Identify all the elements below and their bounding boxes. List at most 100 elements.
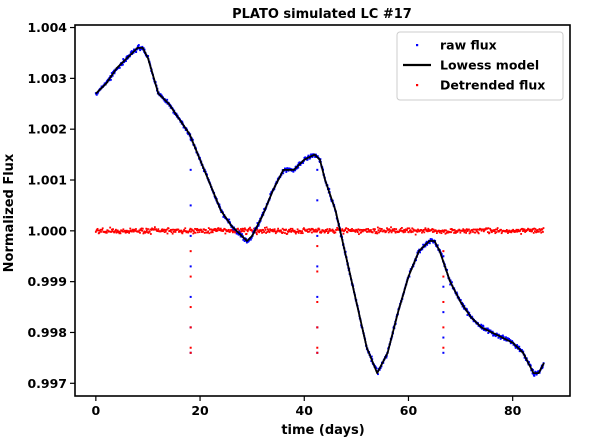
raw-flux-point	[172, 111, 175, 114]
detrended-flux-point	[119, 230, 121, 233]
detrended-flux-point	[282, 231, 285, 234]
raw-flux-point	[426, 243, 429, 246]
detrended-flux-point	[299, 230, 302, 233]
raw-flux-dip-point	[189, 295, 192, 298]
raw-flux-point	[289, 167, 292, 170]
detrended-flux-point	[370, 229, 372, 231]
detrended-flux-point	[423, 231, 426, 234]
detrended-flux-point	[362, 230, 364, 233]
detrended-flux-point	[507, 232, 509, 234]
detrended-flux-point	[371, 231, 374, 234]
detrended-flux-point	[215, 230, 218, 233]
raw-flux-point	[245, 241, 248, 244]
detrended-flux-point	[420, 229, 423, 231]
detrended-flux-point	[160, 230, 163, 233]
detrended-flux-point	[490, 229, 493, 232]
detrended-flux-point	[276, 230, 278, 233]
detrended-flux-point	[522, 228, 525, 231]
detrended-flux-point	[132, 229, 134, 231]
detrended-flux-point	[138, 229, 141, 232]
raw-flux-point	[532, 369, 534, 371]
detrended-flux-point	[260, 230, 263, 233]
detrended-flux-point	[500, 228, 502, 231]
detrended-flux-point	[534, 228, 537, 230]
raw-flux-point	[502, 336, 505, 339]
detrended-flux-dip-point	[442, 300, 445, 303]
detrended-flux-point	[516, 230, 519, 233]
raw-flux-point	[125, 60, 127, 62]
detrended-flux-point	[122, 228, 125, 231]
detrended-flux-point	[416, 230, 419, 233]
detrended-flux-point	[289, 228, 292, 231]
detrended-flux-point	[297, 232, 300, 234]
raw-flux-point	[541, 367, 544, 370]
detrended-flux-point	[536, 229, 539, 231]
raw-flux-dip-point	[442, 255, 445, 258]
detrended-flux-point	[536, 230, 539, 233]
detrended-flux-point	[105, 231, 108, 234]
detrended-flux-point	[472, 231, 474, 233]
detrended-flux-dip-point	[316, 245, 319, 248]
raw-flux-point	[238, 230, 241, 233]
raw-flux-dip-point	[189, 168, 192, 171]
detrended-flux-point	[402, 231, 405, 234]
raw-flux-point	[139, 49, 142, 52]
detrended-flux-point	[195, 228, 198, 230]
detrended-flux-point	[129, 227, 132, 230]
detrended-flux-point	[145, 227, 148, 230]
detrended-flux-point	[539, 229, 542, 232]
raw-flux-point	[302, 162, 305, 164]
detrended-flux-point	[342, 232, 345, 235]
detrended-flux-point	[374, 232, 377, 235]
detrended-flux-point	[153, 228, 156, 230]
detrended-flux-point	[240, 230, 243, 233]
detrended-flux-point	[128, 231, 130, 234]
detrended-flux-point	[216, 229, 219, 232]
raw-flux-dip-point	[316, 199, 319, 202]
plot-area	[94, 44, 545, 377]
detrended-flux-point	[309, 229, 312, 231]
detrended-flux-point	[351, 227, 353, 230]
detrended-flux-point	[101, 227, 104, 230]
detrended-flux-point	[380, 228, 383, 230]
detrended-flux-point	[114, 229, 117, 232]
raw-flux-point	[534, 370, 537, 373]
detrended-flux-point	[526, 229, 529, 231]
detrended-flux-point	[163, 231, 166, 234]
detrended-flux-point	[368, 230, 371, 233]
raw-flux-point	[292, 170, 295, 173]
detrended-flux-point	[427, 228, 430, 231]
detrended-flux-point	[320, 231, 323, 233]
raw-flux-point	[450, 281, 453, 284]
raw-flux-point	[247, 240, 250, 243]
detrended-flux-point	[143, 230, 146, 233]
detrended-flux-point	[146, 231, 149, 234]
detrended-flux-point	[392, 229, 395, 232]
detrended-flux-point	[394, 231, 397, 234]
detrended-flux-point	[537, 230, 540, 233]
detrended-flux-point	[203, 231, 206, 234]
detrended-flux-point	[311, 231, 313, 234]
raw-flux-point	[520, 349, 523, 351]
detrended-flux-point	[520, 233, 523, 235]
detrended-flux-point	[519, 230, 521, 232]
raw-flux-point	[121, 63, 124, 66]
detrended-flux-point	[511, 230, 514, 232]
detrended-flux-point	[189, 227, 192, 230]
detrended-flux-point	[211, 231, 214, 234]
detrended-flux-point	[153, 226, 156, 229]
plot-frame	[74, 24, 571, 397]
raw-flux-dip-point	[189, 234, 192, 237]
raw-flux-point	[482, 325, 485, 328]
detrended-flux-point	[227, 228, 230, 231]
detrended-flux-point	[307, 230, 310, 233]
detrended-flux-point	[409, 229, 412, 232]
detrended-flux-point	[174, 231, 177, 233]
detrended-flux-point	[231, 229, 234, 232]
detrended-flux-point	[386, 227, 388, 230]
detrended-flux-dip-point	[189, 326, 192, 329]
detrended-flux-point	[346, 231, 349, 234]
detrended-flux-point	[127, 230, 130, 233]
chart-title: PLATO simulated LC #17	[232, 7, 412, 22]
detrended-flux-point	[241, 227, 244, 230]
